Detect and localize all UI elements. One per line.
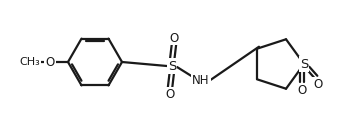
Text: O: O	[297, 84, 307, 98]
Text: S: S	[300, 58, 308, 70]
Text: O: O	[165, 88, 175, 100]
Text: CH₃: CH₃	[19, 57, 40, 67]
Text: O: O	[313, 77, 322, 91]
Text: O: O	[45, 55, 55, 69]
Text: S: S	[168, 60, 176, 72]
Text: O: O	[169, 32, 179, 44]
Text: NH: NH	[192, 74, 210, 86]
